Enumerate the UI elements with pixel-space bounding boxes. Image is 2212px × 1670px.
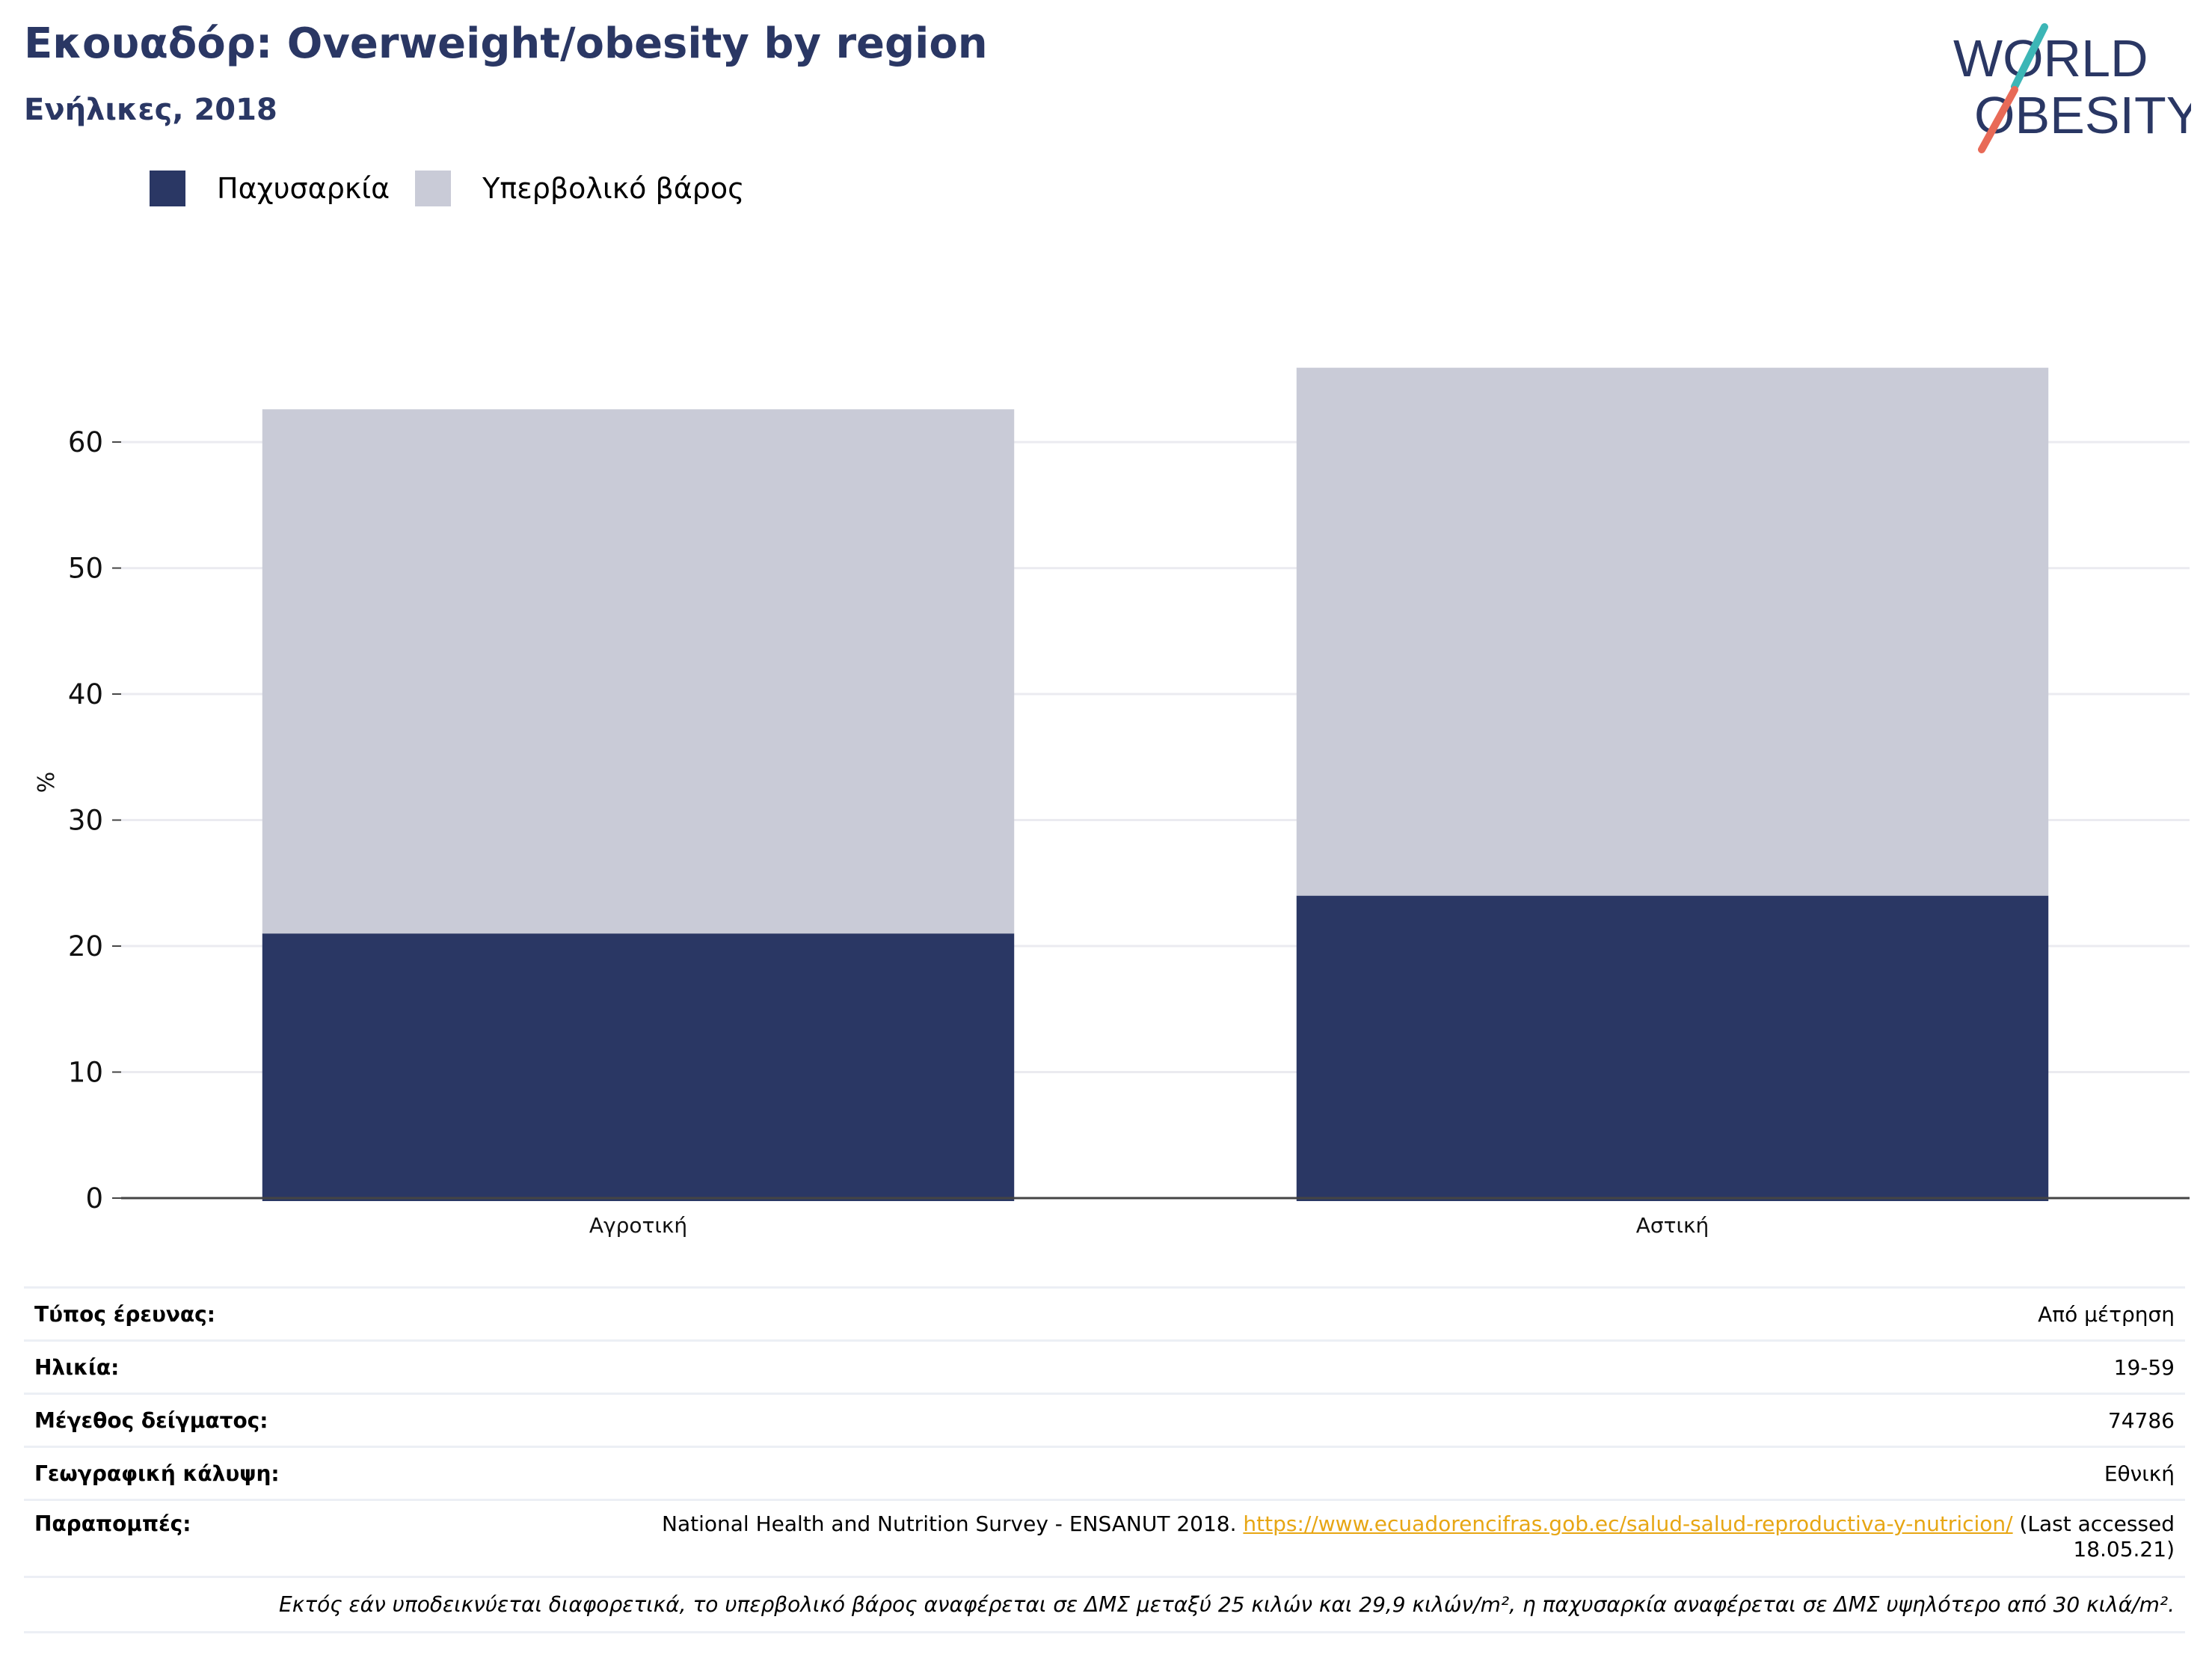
y-tick-label: 50 (68, 553, 103, 585)
info-value: 74786 (2107, 1407, 2175, 1433)
legend: Παχυσαρκία Υπερβολικό βάρος (150, 171, 769, 206)
y-axis-label: % (34, 772, 60, 793)
info-value: Εθνική (2104, 1461, 2175, 1486)
bar-obesity-1 (262, 933, 1015, 1201)
bar-overweight-2 (1296, 367, 2049, 896)
legend-label-overweight: Υπερβολικό βάρος (482, 172, 745, 205)
bar-overweight-1 (262, 409, 1015, 934)
info-row-sample-size: Μέγεθος δείγματος: 74786 (24, 1393, 2185, 1446)
y-tick-label: 30 (68, 805, 103, 837)
logo-coral-slash (1978, 86, 2018, 153)
y-tick-label: 20 (68, 930, 103, 963)
info-label: Μέγεθος δείγματος: (34, 1407, 268, 1433)
x-tick-label: Αγροτική (589, 1213, 687, 1238)
info-value: 19-59 (2113, 1354, 2175, 1380)
survey-info-table: Τύπος έρευνας: Από μέτρηση Ηλικία: 19-59… (24, 1286, 2185, 1633)
info-label: Τύπος έρευνας: (34, 1301, 215, 1327)
y-tick-label: 10 (68, 1057, 103, 1089)
bar-chart: 0 10 20 30 40 50 60% Αγροτική Αστική (34, 367, 2190, 1238)
info-label: Παραπομπές: (34, 1511, 191, 1536)
legend-item-overweight[interactable]: Υπερβολικό βάρος (415, 171, 744, 206)
references-value: National Health and Nutrition Survey - E… (642, 1511, 2175, 1576)
chart-subtitle: Ενήλικες, 2018 (24, 93, 277, 127)
legend-label-obesity: Παχυσαρκία (217, 172, 390, 205)
x-tick-label: Αστική (1636, 1213, 1709, 1238)
info-label: Γεωγραφική κάλυψη: (34, 1461, 280, 1486)
y-tick-label: 60 (68, 426, 103, 458)
legend-item-obesity[interactable]: Παχυσαρκία (150, 171, 390, 206)
bmi-footnote: Εκτός εάν υποδεικνύεται διαφορετικά, το … (24, 1576, 2185, 1633)
logo-line1: WORLD (1953, 29, 2148, 88)
info-row-age: Ηλικία: 19-59 (24, 1339, 2185, 1393)
info-row-coverage: Γεωγραφική κάλυψη: Εθνική (24, 1446, 2185, 1499)
references-accessed: (Last accessed 18.05.21) (2012, 1511, 2175, 1562)
world-obesity-logo: WORLD OBESITY (1953, 23, 2191, 153)
bar-obesity-2 (1296, 895, 2049, 1201)
info-row-survey-type: Τύπος έρευνας: Από μέτρηση (24, 1286, 2185, 1339)
info-label: Ηλικία: (34, 1354, 120, 1380)
chart-title: Εκουαδόρ: Overweight/obesity by region (24, 19, 988, 68)
references-link[interactable]: https://www.ecuadorencifras.gob.ec/salud… (1243, 1511, 2013, 1536)
references-text: National Health and Nutrition Survey - E… (662, 1511, 1244, 1536)
info-row-references: Παραπομπές: National Health and Nutritio… (24, 1499, 2185, 1576)
legend-swatch-overweight (415, 171, 452, 206)
y-tick-label: 0 (85, 1182, 103, 1215)
info-value: Από μέτρηση (2038, 1301, 2175, 1327)
logo-teal-slash (2011, 23, 2048, 90)
legend-swatch-obesity (150, 171, 185, 206)
y-tick-label: 40 (68, 678, 103, 710)
